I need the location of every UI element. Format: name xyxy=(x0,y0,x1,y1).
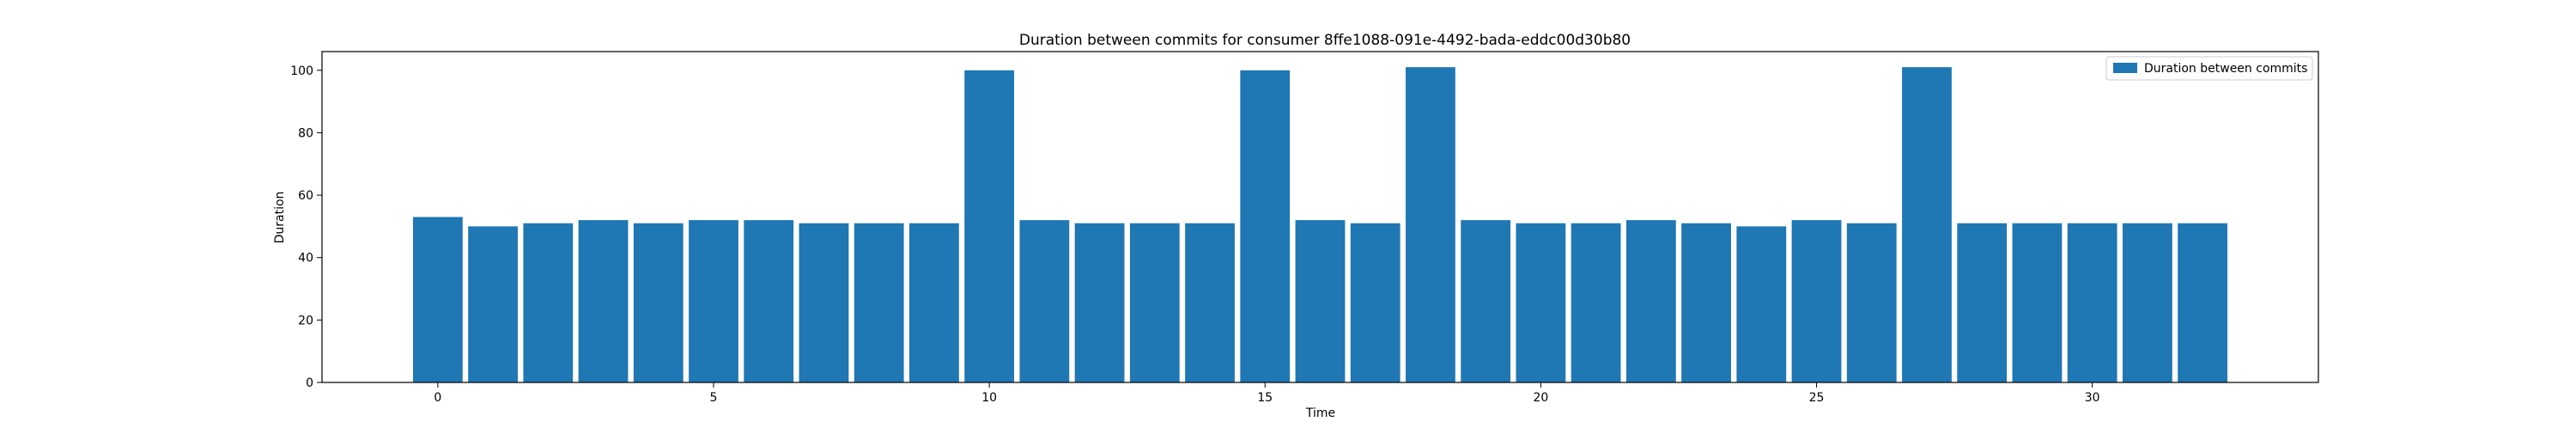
bar-26 xyxy=(1846,223,1897,382)
chart-title: Duration between commits for consumer 8f… xyxy=(1019,32,1631,49)
bar-20 xyxy=(1516,223,1566,382)
bar-15 xyxy=(1240,70,1291,382)
y-tick-label: 20 xyxy=(298,314,313,327)
legend-frame xyxy=(2105,56,2313,81)
bars-layer xyxy=(412,67,2228,382)
bar-23 xyxy=(1681,223,1731,382)
bar-17 xyxy=(1350,223,1400,382)
bar-6 xyxy=(744,220,794,382)
bar-1 xyxy=(468,226,518,382)
bar-19 xyxy=(1461,220,1511,382)
y-axis-ticks: 0 20 40 60 80 100 xyxy=(290,64,322,390)
bar-11 xyxy=(1019,220,1070,382)
legend-label: Duration between commits xyxy=(2144,62,2307,76)
bar-9 xyxy=(909,223,959,382)
bar-25 xyxy=(1791,220,1842,382)
plot-frame xyxy=(321,51,2319,383)
bar-21 xyxy=(1571,223,1621,382)
bar-28 xyxy=(1957,223,2008,382)
bar-32 xyxy=(2178,223,2228,382)
bar-22 xyxy=(1625,220,1676,382)
bar-4 xyxy=(633,223,683,382)
bar-2 xyxy=(523,223,574,382)
x-tick-label: 20 xyxy=(1533,391,1548,405)
y-tick-label: 60 xyxy=(298,189,313,203)
y-axis-label: Duration xyxy=(273,192,287,244)
x-axis-ticks: 0 5 10 15 20 25 30 xyxy=(434,382,2100,405)
bar-16 xyxy=(1295,220,1346,382)
y-tick-label: 100 xyxy=(290,64,313,78)
bar-27 xyxy=(1902,67,1952,382)
bar-7 xyxy=(799,223,849,382)
x-tick-label: 10 xyxy=(981,391,997,405)
bar-8 xyxy=(854,223,904,382)
bar-24 xyxy=(1736,226,1787,382)
y-tick-label: 80 xyxy=(298,126,313,140)
bar-18 xyxy=(1406,67,1455,382)
bar-10 xyxy=(964,70,1015,382)
x-tick-label: 25 xyxy=(1809,391,1825,405)
bar-12 xyxy=(1074,223,1125,382)
x-tick-label: 0 xyxy=(434,391,441,405)
y-tick-label: 40 xyxy=(298,252,313,266)
bar-31 xyxy=(2123,223,2172,382)
bar-0 xyxy=(412,217,463,382)
x-tick-label: 15 xyxy=(1257,391,1273,405)
legend: Duration between commits xyxy=(2105,56,2313,81)
bar-29 xyxy=(2012,223,2063,382)
bar-30 xyxy=(2067,223,2117,382)
x-axis-label: Time xyxy=(1305,406,1335,420)
x-tick-label: 30 xyxy=(2085,391,2100,405)
legend-swatch xyxy=(2113,63,2137,73)
x-tick-label: 5 xyxy=(710,391,718,405)
bar-5 xyxy=(689,220,738,382)
bar-3 xyxy=(578,220,629,382)
bar-13 xyxy=(1129,223,1180,382)
bar-14 xyxy=(1185,223,1235,382)
y-tick-label: 0 xyxy=(306,376,313,390)
